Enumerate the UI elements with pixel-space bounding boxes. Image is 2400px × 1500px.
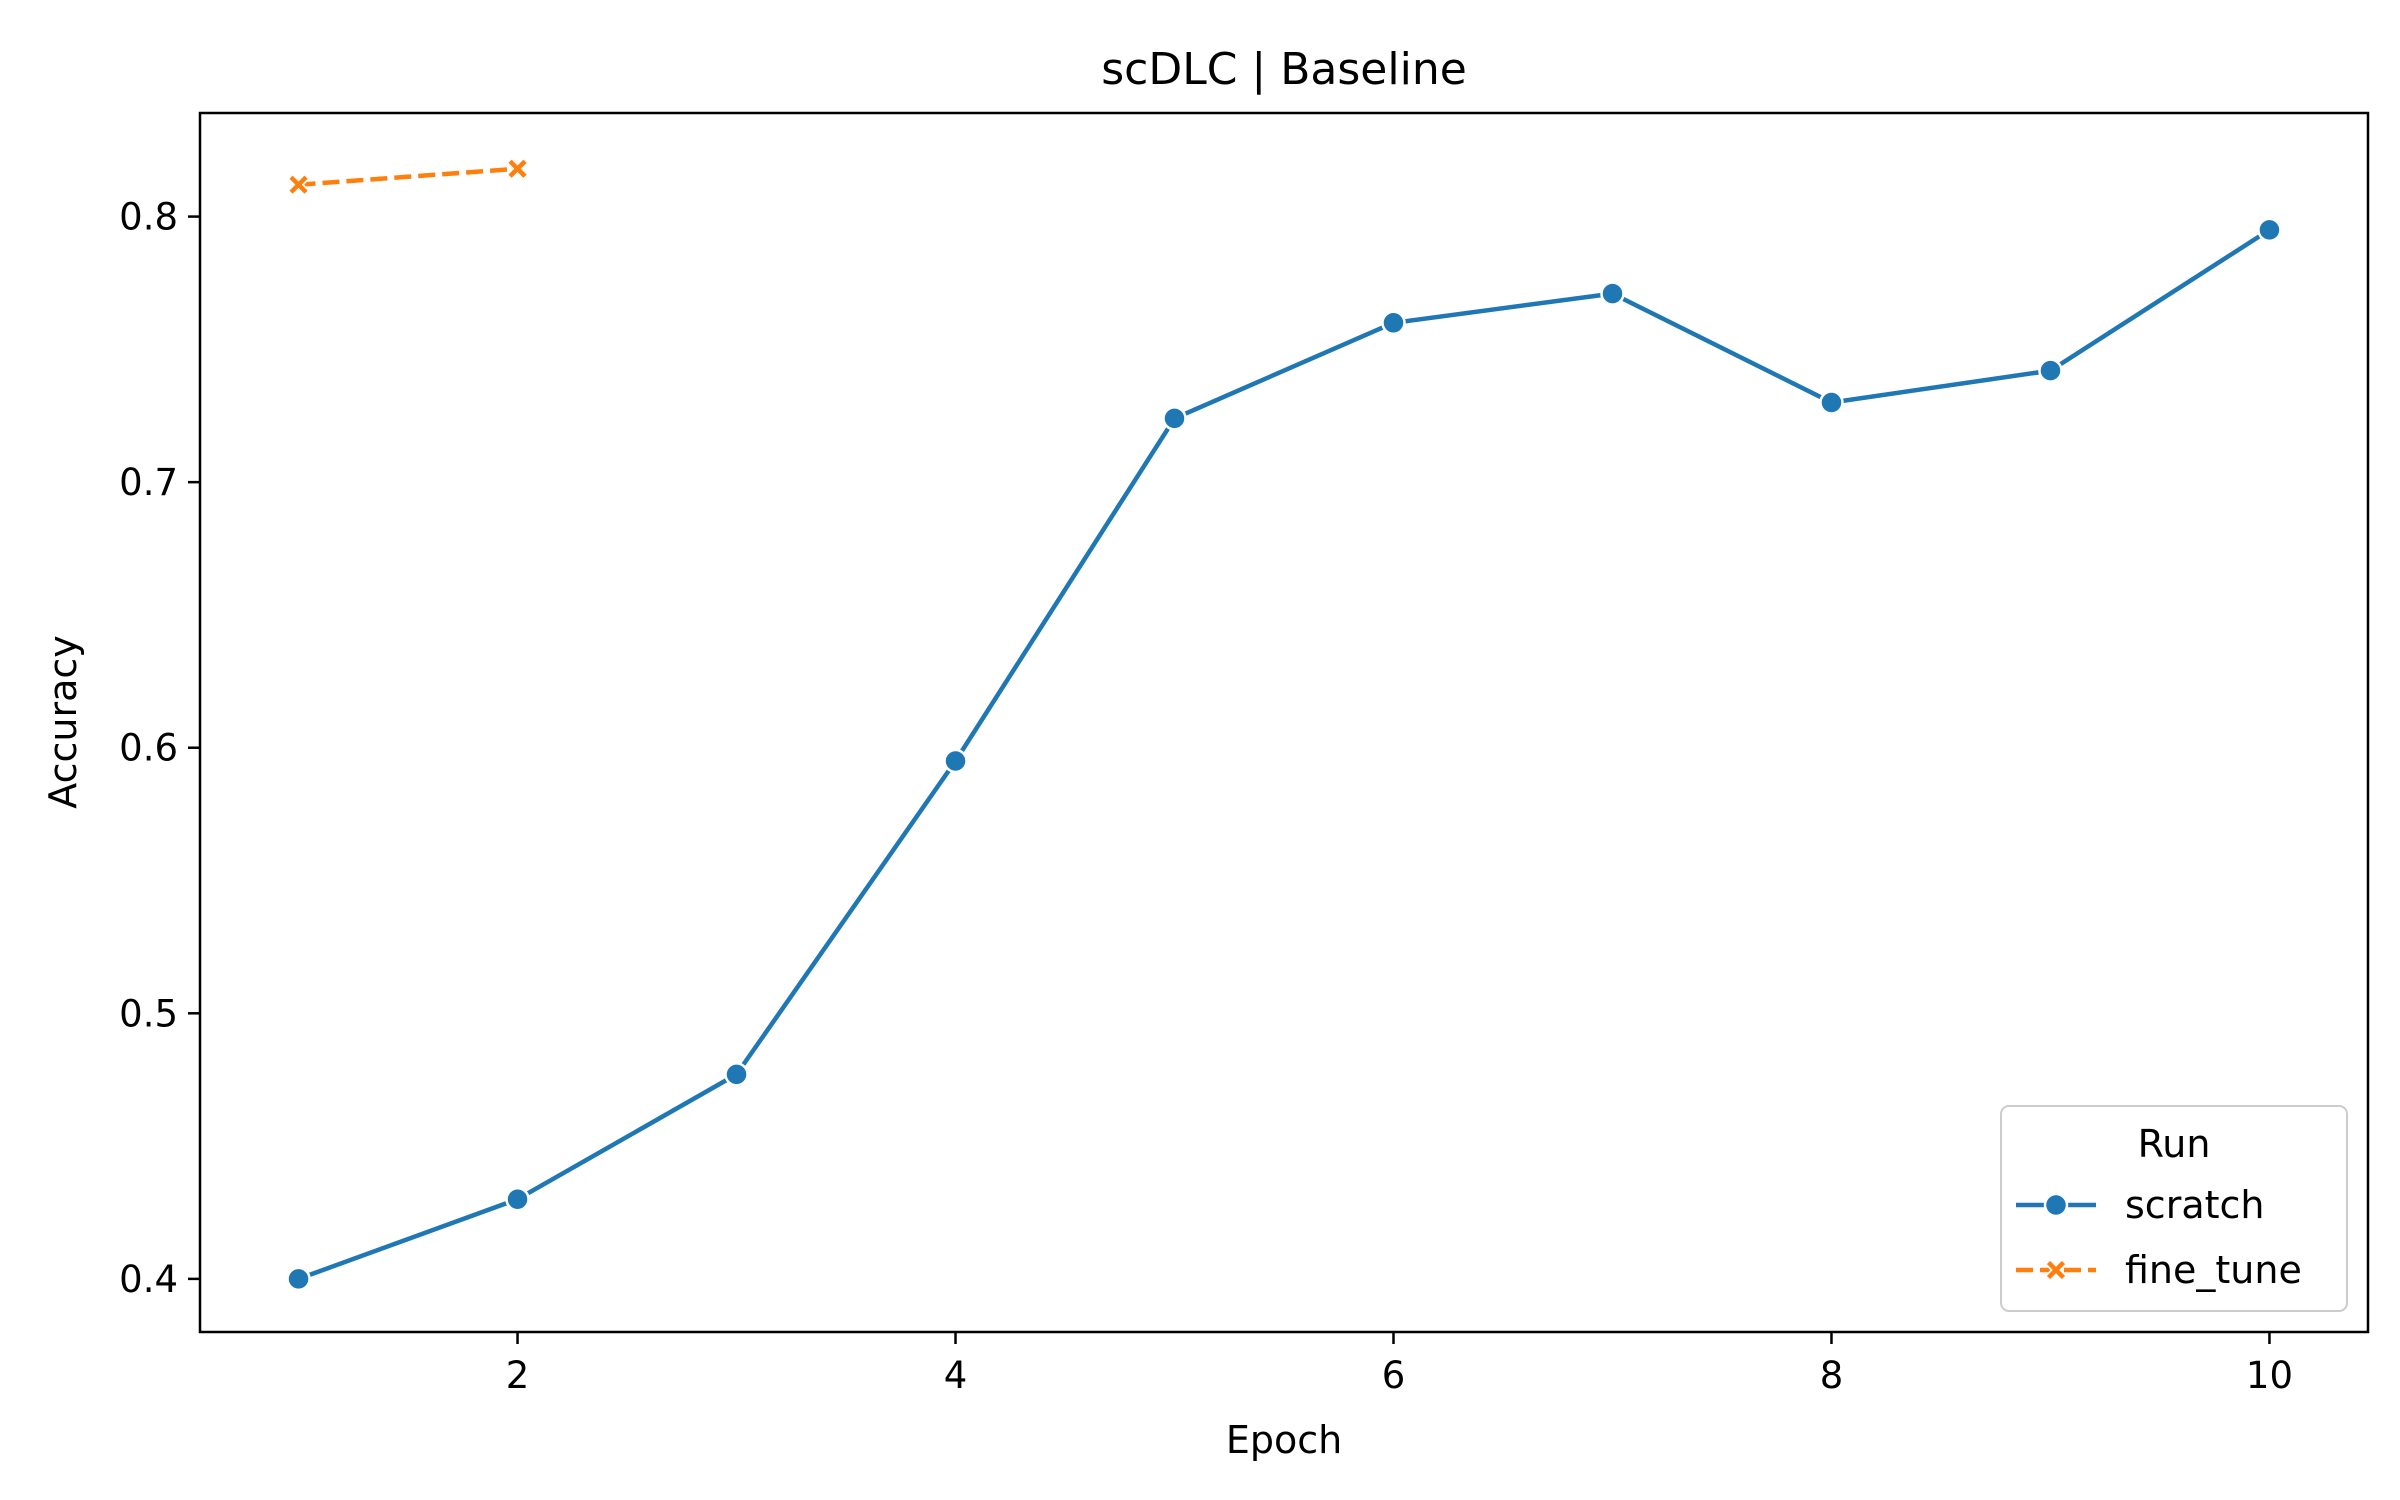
plot-frame [198, 111, 2370, 1334]
x-marker-stroke [289, 175, 308, 194]
x-marker-stroke [508, 159, 527, 178]
y-axis-ticks: 0.4 0.5 0.6 0.7 0.8 [119, 196, 200, 1301]
data-point-marker [2038, 358, 2063, 383]
series-line [297, 227, 2271, 1281]
x-axis-ticks: 2 4 6 8 10 [506, 1332, 2293, 1397]
data-point-marker [505, 1186, 530, 1212]
data-point-marker [2044, 1258, 2068, 1282]
legend-box [2000, 1105, 2348, 1312]
series-line [298, 166, 518, 187]
y-tick-label: 0.7 [119, 461, 178, 504]
data-point-marker [943, 748, 968, 774]
data-point-marker [1381, 310, 1406, 336]
data-point-marker [2043, 1192, 2069, 1218]
y-tick-label: 0.5 [119, 992, 178, 1035]
chart-title: scDLC | Baseline [1101, 44, 1467, 95]
x-axis-label: Epoch [1226, 1418, 1342, 1462]
data-point-marker [506, 157, 530, 181]
legend-entry-fine-tune: fine_tune [2016, 1248, 2302, 1292]
legend-title: Run [2138, 1122, 2211, 1166]
x-marker-stroke [2046, 1260, 2066, 1280]
data-point-marker [1600, 281, 1625, 306]
data-point-marker [1162, 406, 1187, 431]
y-tick-label: 0.6 [119, 727, 178, 770]
legend-label: fine_tune [2125, 1248, 2302, 1292]
legend: Run scratch fine_tune [2000, 1105, 2348, 1312]
legend-entries: scratch fine_tune [2016, 1183, 2302, 1292]
legend-label: scratch [2125, 1183, 2264, 1227]
y-tick-label: 0.8 [119, 196, 178, 239]
x-tick-label: 8 [1820, 1354, 1844, 1397]
data-point-marker [1819, 390, 1844, 415]
x-tick-label: 4 [944, 1354, 968, 1397]
legend-entry-scratch: scratch [2016, 1183, 2264, 1227]
x-tick-label: 10 [2246, 1354, 2293, 1397]
series-scratch [286, 217, 2282, 1292]
data-point-marker [287, 173, 311, 197]
data-point-marker [286, 1266, 311, 1292]
series-layer [286, 157, 2282, 1292]
x-tick-label: 2 [506, 1354, 530, 1397]
y-axis-label: Accuracy [41, 635, 85, 809]
y-tick-label: 0.4 [119, 1258, 178, 1301]
data-point-marker [2257, 217, 2282, 243]
x-tick-label: 6 [1382, 1354, 1406, 1397]
data-point-marker [724, 1062, 749, 1087]
series-fine-tune [287, 157, 530, 197]
